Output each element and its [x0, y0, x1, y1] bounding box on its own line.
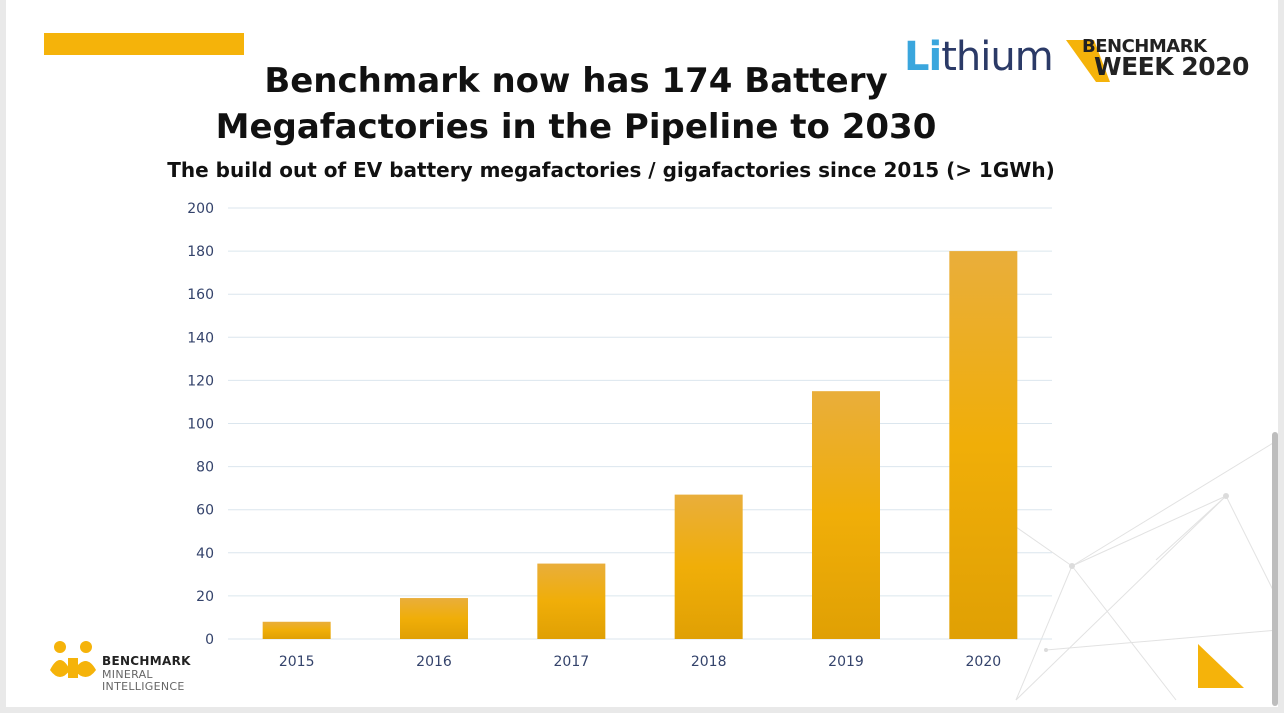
benchmark-week-logo: BENCHMARK WEEK 2020 [1060, 36, 1260, 84]
scrollbar[interactable] [1272, 432, 1278, 706]
bmi-logo-mark-icon [50, 641, 96, 678]
y-tick-label: 0 [205, 632, 214, 648]
week-logo-mark-icon [1066, 40, 1110, 82]
bars [262, 251, 1018, 639]
bar-2020 [949, 251, 1018, 639]
y-tick-label: 80 [196, 460, 214, 476]
bar-2015 [262, 621, 331, 639]
y-axis-tick-labels: 0 20 40 60 80 100 120 140 160 180 200 [187, 201, 214, 648]
y-tick-label: 100 [187, 417, 214, 433]
slide: Benchmark now has 174 Battery Megafactor… [6, 0, 1278, 707]
bmi-logo-line3: INTELLIGENCE [102, 680, 185, 693]
y-tick-label: 40 [196, 546, 214, 562]
bmi-logo-line1: BENCHMARK [102, 654, 191, 668]
y-tick-label: 180 [187, 244, 214, 260]
x-tick-label: 2019 [828, 654, 864, 670]
bar-2019 [812, 391, 880, 639]
lithium-logo-prefix: Li [904, 34, 942, 80]
x-tick-label: 2018 [691, 654, 727, 670]
accent-bar [44, 33, 244, 55]
chart-title: Benchmark now has 174 Battery Megafactor… [215, 61, 937, 147]
x-tick-label: 2016 [416, 654, 452, 670]
lithium-logo: Lithium [904, 34, 1054, 84]
bar-2016 [400, 598, 468, 639]
lithium-logo-rest: thium [941, 34, 1053, 80]
bar-chart: 0 20 40 60 80 100 120 140 160 180 200 2015 2016 2017… [187, 201, 1052, 670]
corner-triangle-icon [1198, 644, 1244, 688]
y-tick-label: 60 [196, 503, 214, 519]
week-logo-line1: BENCHMARK [1082, 36, 1207, 57]
x-tick-label: 2020 [966, 654, 1002, 670]
week-logo-line2: WEEK 2020 [1094, 52, 1249, 81]
y-tick-label: 140 [187, 330, 214, 346]
gridlines [228, 207, 1052, 640]
y-tick-label: 160 [187, 287, 214, 303]
x-tick-label: 2017 [554, 654, 590, 670]
x-tick-label: 2015 [279, 654, 315, 670]
y-tick-label: 120 [187, 373, 214, 389]
chart-subtitle: The build out of EV battery megafactorie… [167, 158, 1055, 182]
x-axis-tick-labels: 2015 2016 2017 2018 2019 2020 [279, 654, 1001, 670]
benchmark-mineral-intelligence-logo: BENCHMARK MINERAL INTELLIGENCE [46, 640, 226, 700]
bmi-logo-line2: MINERAL [102, 668, 153, 681]
y-tick-label: 200 [187, 201, 214, 217]
y-tick-label: 20 [196, 589, 214, 605]
bar-2018 [674, 494, 743, 639]
bar-2017 [537, 563, 606, 639]
